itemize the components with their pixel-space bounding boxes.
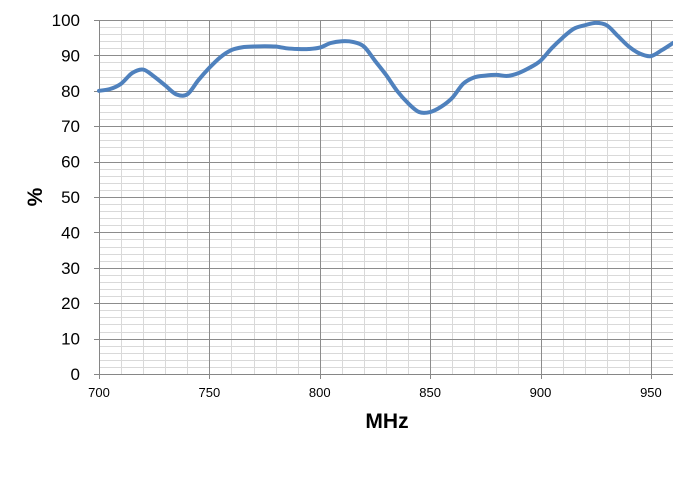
y-tick-label: 30	[61, 259, 80, 278]
major-grid	[99, 20, 673, 375]
x-tick-label: 900	[530, 385, 552, 400]
y-tick-label: 100	[52, 11, 80, 30]
y-tick-label: 40	[61, 223, 80, 242]
y-tick-label: 60	[61, 153, 80, 172]
y-tick-label: 50	[61, 188, 80, 207]
y-tick-label: 0	[71, 365, 80, 384]
x-tick-label: 850	[419, 385, 441, 400]
x-axis-title: MHz	[365, 410, 408, 433]
x-axis-ticks: 700 750 800 850 900 950	[88, 374, 662, 400]
x-tick-label: 800	[309, 385, 331, 400]
series-line	[97, 20, 673, 115]
x-tick-label: 750	[199, 385, 221, 400]
x-tick-label: 700	[88, 385, 110, 400]
x-tick-label: 950	[640, 385, 662, 400]
y-tick-label: 10	[61, 330, 80, 349]
y-tick-label: 80	[61, 82, 80, 101]
y-axis-ticks: 0 10 20 30 40 50 60 70 80 90 100	[52, 11, 99, 384]
y-tick-label: 20	[61, 294, 80, 313]
y-axis-title: %	[24, 187, 47, 206]
y-tick-label: 70	[61, 117, 80, 136]
y-tick-label: 90	[61, 46, 80, 65]
